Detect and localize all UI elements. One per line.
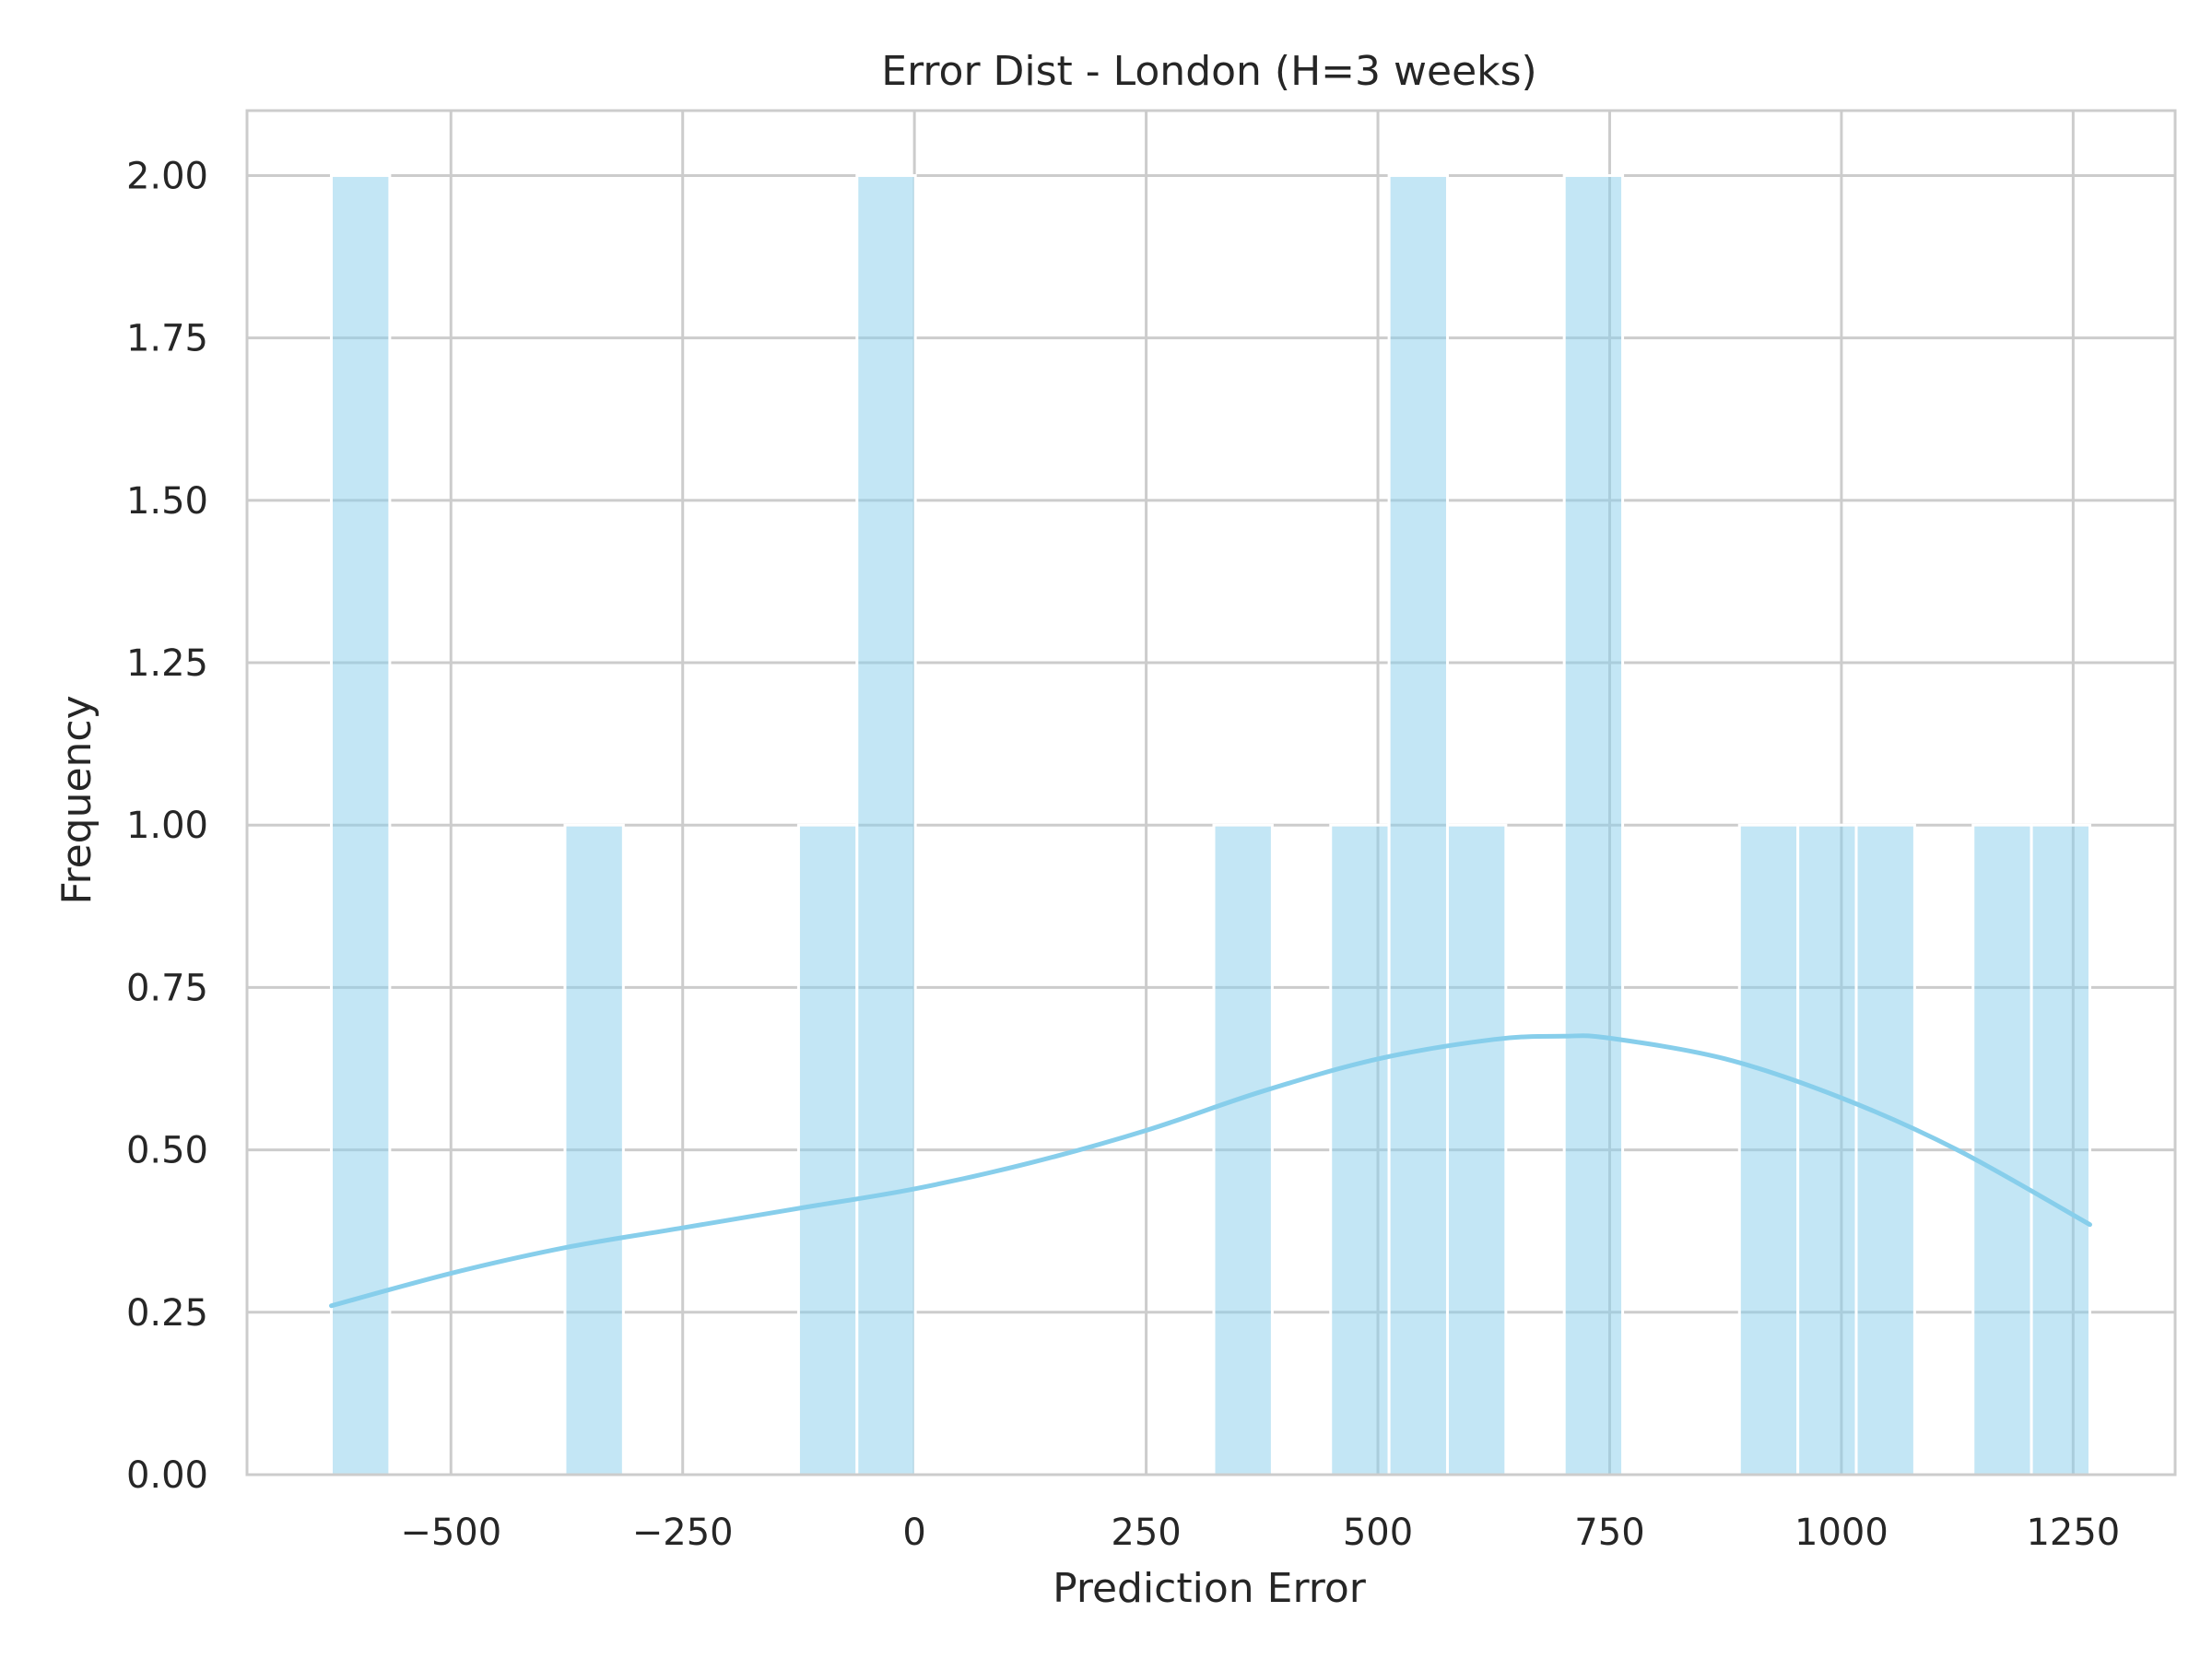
x-tick-label-1: −250 [632,1512,734,1554]
y-axis-ticks: 0.00 0.25 0.50 0.75 1.00 1.25 1.50 1.75 2.00 [126,155,208,1497]
x-tick-label-4: 500 [1343,1512,1413,1554]
x-axis-label: Prediction Error [1053,1565,1367,1612]
y-tick-label-4: 1.00 [126,805,208,847]
histogram-bar-10 [1796,823,1858,1477]
y-tick-label-8: 2.00 [126,155,208,197]
x-tick-label-6: 1000 [1794,1512,1888,1554]
kde-curve [329,1033,2092,1309]
histogram-bar-3 [855,173,917,1477]
histogram-bar-11 [1854,823,1916,1477]
y-axis-label: Frequency [53,695,100,904]
histogram-bar-4 [1212,823,1274,1477]
plot-frame [245,109,2177,1477]
x-tick-label-3: 250 [1111,1512,1181,1554]
histogram-bar-9 [1737,823,1800,1477]
x-tick-label-7: 1250 [2026,1512,2120,1554]
histogram-bar-13 [2030,823,2091,1477]
histogram-bar-0 [330,173,392,1477]
y-tick-label-6: 1.50 [126,480,208,523]
histogram-bar-12 [1971,823,2033,1477]
y-tick-label-1: 0.25 [126,1292,208,1335]
y-tick-label-7: 1.75 [126,318,208,360]
histogram-bar-1 [563,823,625,1477]
x-axis-ticks: −500 −250 0 250 500 750 1000 1250 [400,1512,2120,1554]
histogram-bar-6 [1387,173,1449,1477]
histogram-bar-7 [1445,823,1508,1477]
x-tick-label-0: −500 [400,1512,501,1554]
x-tick-label-5: 750 [1574,1512,1644,1554]
y-tick-label-2: 0.50 [126,1130,208,1172]
y-tick-label-3: 0.75 [126,967,208,1009]
histogram-bar-8 [1562,173,1625,1477]
y-tick-label-0: 0.00 [126,1454,208,1497]
chart-title: Error Dist - London (H=3 weeks) [881,48,1536,95]
histogram-bar-2 [796,823,859,1477]
histogram-bar-5 [1329,823,1391,1477]
histogram-bars [330,173,2091,1477]
x-tick-label-2: 0 [902,1512,925,1554]
y-tick-label-5: 1.25 [126,642,208,685]
